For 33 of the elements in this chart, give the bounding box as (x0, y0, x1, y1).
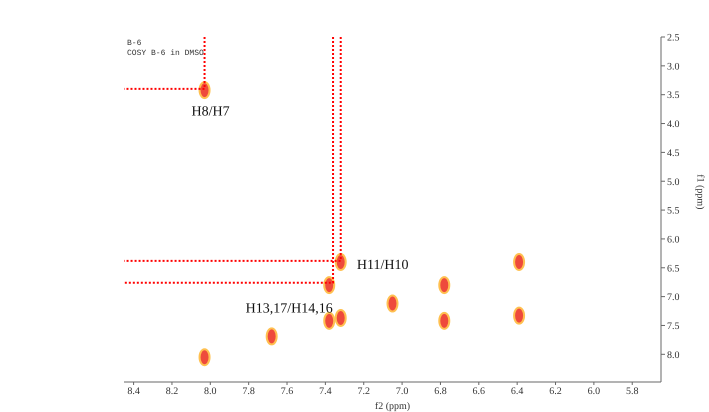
y-axis-title: f1 (ppm) (694, 174, 706, 210)
y-tick-label: 2.5 (667, 32, 680, 44)
x-tick-label: 8.0 (204, 386, 217, 398)
annotation: B-6 (127, 39, 142, 49)
x-tick-label: 8.2 (166, 386, 178, 398)
y-tick-label: 6.0 (667, 234, 680, 246)
x-tick-label: 8.4 (127, 386, 140, 398)
y-tick-label: 3.0 (667, 61, 680, 72)
annotation: COSY B-6 in DMSO (127, 49, 204, 59)
annotation: H11/H10 (356, 258, 409, 274)
x-tick-label: 6.2 (549, 386, 562, 398)
y-tick-label: 3.5 (667, 90, 680, 102)
x-tick-label: 5.8 (626, 386, 638, 398)
y-tick-label: 7.5 (667, 321, 680, 332)
annotation: H8/H7 (191, 104, 230, 120)
y-tick-label: 5.0 (667, 176, 680, 188)
y-tick-label: 5.5 (667, 206, 680, 217)
x-tick-label: 7.6 (280, 386, 294, 398)
x-tick-label: 7.4 (319, 386, 332, 398)
x-tick-label: 6.4 (510, 386, 524, 398)
y-tick-label: 4.5 (667, 148, 680, 159)
x-tick-label: 7.8 (242, 386, 255, 398)
y-tick-label: 7.0 (667, 292, 680, 304)
y-tick-label: 8.0 (667, 350, 680, 361)
x-axis-title: f2 (ppm) (374, 401, 410, 412)
y-tick-label: 6.5 (667, 263, 680, 274)
x-tick-label: 7.2 (357, 386, 370, 398)
x-tick-label: 6.8 (434, 386, 447, 398)
x-tick-label: 6.0 (588, 386, 600, 398)
x-tick-label: 6.6 (472, 386, 486, 398)
annotation: H13,17/H14,16 (246, 301, 333, 316)
y-tick-label: 4.0 (667, 119, 680, 130)
x-tick-label: 7.0 (396, 386, 408, 398)
